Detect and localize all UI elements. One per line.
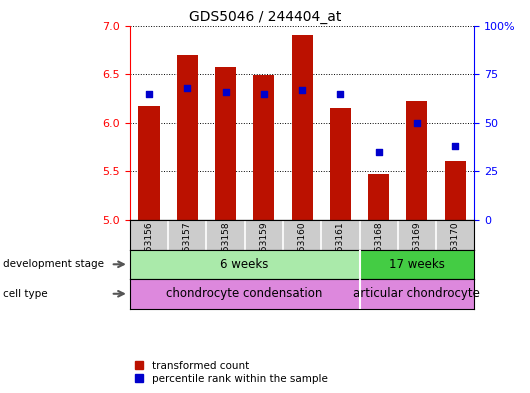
Text: GSM1253157: GSM1253157 <box>183 222 192 282</box>
Point <box>451 143 460 149</box>
Bar <box>359 279 474 309</box>
Text: GSM1253160: GSM1253160 <box>298 222 306 282</box>
Bar <box>330 108 351 220</box>
Text: GSM1253158: GSM1253158 <box>221 222 230 282</box>
Point <box>183 84 191 91</box>
Bar <box>368 174 389 220</box>
Point <box>222 88 230 95</box>
Bar <box>253 75 275 220</box>
Bar <box>176 55 198 220</box>
Text: GDS5046 / 244404_at: GDS5046 / 244404_at <box>189 10 341 24</box>
Point <box>413 119 421 126</box>
Bar <box>215 67 236 220</box>
Bar <box>130 250 359 279</box>
Text: GSM1253159: GSM1253159 <box>259 222 268 282</box>
Text: articular chondrocyte: articular chondrocyte <box>354 287 480 300</box>
Bar <box>292 35 313 220</box>
Text: GSM1253156: GSM1253156 <box>145 222 154 282</box>
Bar <box>138 106 160 220</box>
Text: cell type: cell type <box>3 289 47 299</box>
Text: GSM1253169: GSM1253169 <box>412 222 421 282</box>
Legend: transformed count, percentile rank within the sample: transformed count, percentile rank withi… <box>135 361 328 384</box>
Text: 6 weeks: 6 weeks <box>220 258 269 271</box>
Point <box>145 90 153 97</box>
Text: GSM1253170: GSM1253170 <box>450 222 460 282</box>
Text: 17 weeks: 17 weeks <box>389 258 445 271</box>
Bar <box>130 279 359 309</box>
Bar <box>359 250 474 279</box>
Point <box>336 90 344 97</box>
Point <box>260 90 268 97</box>
Bar <box>407 101 428 220</box>
Text: chondrocyte condensation: chondrocyte condensation <box>166 287 323 300</box>
Text: GSM1253161: GSM1253161 <box>336 222 345 282</box>
Text: GSM1253168: GSM1253168 <box>374 222 383 282</box>
Point <box>298 86 306 93</box>
Point <box>374 149 383 155</box>
Bar <box>445 161 466 220</box>
Text: development stage: development stage <box>3 259 104 269</box>
